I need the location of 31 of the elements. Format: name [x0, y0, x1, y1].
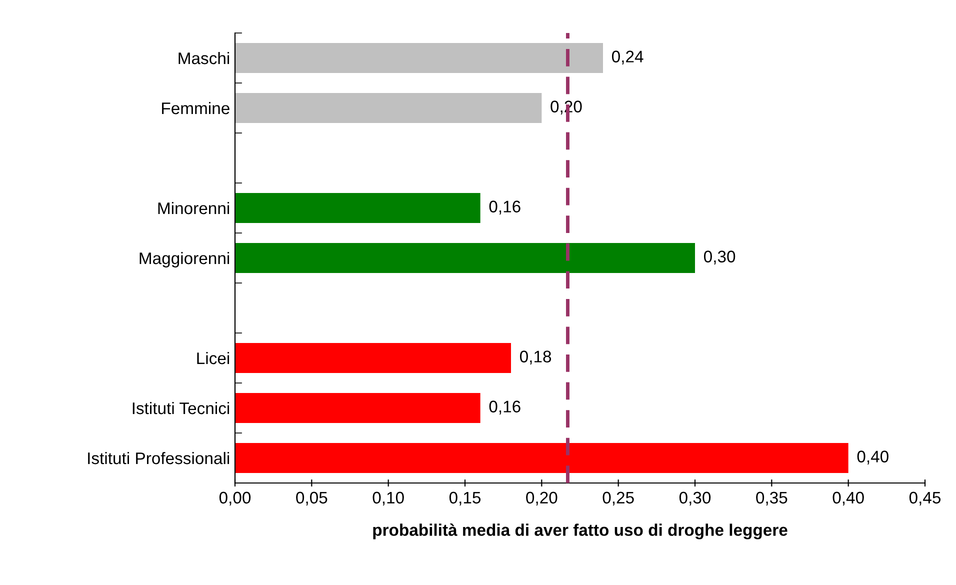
x-tick-label: 0,10: [372, 492, 404, 506]
y-tick-label: Femmine: [162, 102, 230, 114]
data-label: 0,18: [520, 350, 552, 364]
x-tick-label: 0,15: [449, 492, 481, 506]
y-tick-label: Istituti Professionali: [88, 452, 230, 464]
bar: [235, 93, 542, 123]
x-tick-label: 0,40: [832, 492, 864, 506]
x-tick-label: 0,05: [296, 492, 328, 506]
x-tick-label: 0,00: [219, 492, 251, 506]
x-tick-label: 0,25: [602, 492, 634, 506]
x-axis-title: probabilità media di aver fatto uso di droghe leggere: [373, 524, 788, 540]
data-label: 0,24: [612, 50, 644, 64]
data-label: 0,40: [857, 450, 888, 464]
x-tick-label: 0,35: [756, 492, 788, 506]
data-label: 0,16: [489, 200, 520, 214]
bar: [235, 43, 603, 73]
y-tick-label: Licei: [197, 352, 230, 364]
bar: [235, 443, 848, 473]
bar: [235, 343, 511, 373]
bar: [235, 393, 480, 423]
y-tick-label: Istituti Tecnici: [132, 402, 230, 414]
y-tick-label: Maggiorenni: [140, 252, 230, 268]
data-label: 0,30: [704, 250, 736, 264]
y-tick-label: Maschi: [178, 52, 230, 64]
bar: [235, 243, 695, 273]
x-tick-label: 0,45: [909, 492, 941, 506]
data-label: 0,16: [489, 400, 520, 414]
x-tick-label: 0,20: [526, 492, 558, 506]
bar: [235, 193, 480, 223]
y-tick-label: Minorenni: [158, 202, 230, 214]
x-tick-label: 0,30: [679, 492, 711, 506]
